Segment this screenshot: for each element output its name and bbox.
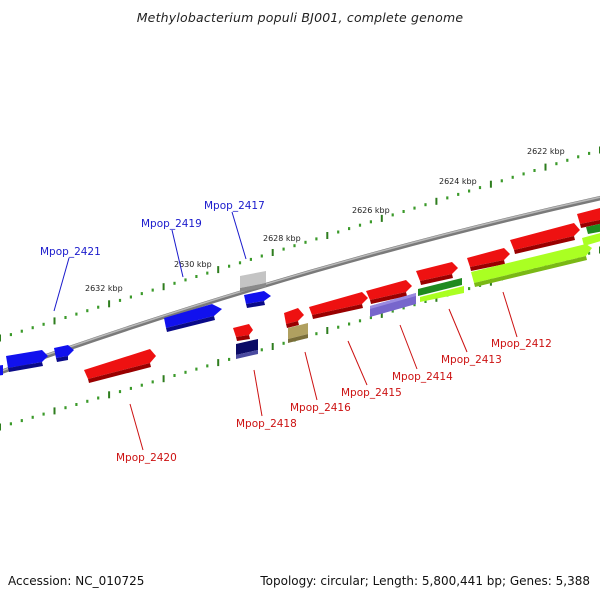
leader-line	[53, 257, 70, 312]
kbp-label: 2626 kbp	[352, 206, 390, 215]
kbp-label: 2624 kbp	[439, 177, 477, 186]
genome-backbone	[0, 195, 600, 375]
gene-feature-mpop-2414-red[interactable]	[366, 280, 412, 304]
kbp-label: 2630 kbp	[174, 260, 212, 269]
leader-line	[399, 324, 418, 370]
upper-tick-row	[0, 146, 600, 342]
leader-line	[171, 229, 184, 278]
gene-feature-mpop-2420[interactable]	[84, 349, 156, 383]
topology-summary: Topology: circular; Length: 5,800,441 bp…	[260, 574, 590, 588]
gene-feature-green-right-edge[interactable]	[586, 223, 600, 234]
gene-feature-mpop-2417[interactable]	[244, 291, 271, 308]
leader-line	[231, 211, 247, 260]
gene-label-upper[interactable]: Mpop_2421	[40, 246, 101, 258]
gene-feature-mpop-2413[interactable]	[420, 286, 464, 302]
gene-label-lower[interactable]: Mpop_2414	[392, 371, 453, 383]
gene-label-lower[interactable]: Mpop_2420	[116, 452, 177, 464]
gene-feature-mpop-2416[interactable]	[288, 323, 308, 343]
gene-label-upper[interactable]: Mpop_2417	[204, 200, 265, 212]
kbp-label: 2632 kbp	[85, 284, 123, 293]
leader-line	[448, 308, 468, 353]
gene-feature-lime-right-edge[interactable]	[582, 232, 600, 246]
map-title: Methylobacterium populi BJ001, complete …	[136, 10, 464, 25]
gene-label-upper[interactable]: Mpop_2419	[141, 218, 202, 230]
gene-label-lower[interactable]: Mpop_2412	[491, 338, 552, 350]
gene-feature-mpop-2418-red[interactable]	[233, 324, 253, 341]
gene-feature-red-2412a[interactable]	[467, 248, 510, 271]
gene-feature-mpop-2418[interactable]	[236, 339, 258, 359]
gene-feature-mpop-2413-red[interactable]	[416, 262, 458, 285]
kbp-label: 2628 kbp	[263, 234, 301, 243]
gene-feature-small-blue[interactable]	[54, 345, 74, 362]
gene-feature-mpop-2413-green[interactable]	[418, 278, 462, 296]
leader-line	[347, 340, 368, 386]
gene-feature-red-2412b[interactable]	[510, 223, 580, 254]
kbp-label: 2622 kbp	[527, 147, 565, 156]
gene-feature-mpop-2414[interactable]	[370, 293, 416, 317]
gene-feature-grey[interactable]	[240, 271, 266, 292]
leader-line	[129, 403, 144, 451]
accession-text: Accession: NC_010725	[8, 574, 145, 588]
gene-label-lower[interactable]: Mpop_2418	[236, 418, 297, 430]
leader-line	[502, 291, 518, 338]
gene-label-lower[interactable]: Mpop_2416	[290, 402, 351, 414]
gene-feature-mpop-2415[interactable]	[309, 292, 368, 319]
genome-backbone-highlight	[0, 196, 600, 373]
gene-feature-left-edge[interactable]	[0, 365, 3, 376]
gene-feature-mpop-2412[interactable]	[471, 244, 592, 287]
gene-feature-red-right-edge[interactable]	[577, 207, 600, 228]
leader-line	[253, 369, 263, 417]
gene-feature-mpop-2419[interactable]	[164, 304, 222, 332]
gene-label-lower[interactable]: Mpop_2415	[341, 387, 402, 399]
gene-feature-mpop-2421[interactable]	[6, 350, 48, 372]
leader-line	[304, 351, 318, 401]
gene-label-lower[interactable]: Mpop_2413	[441, 354, 502, 366]
gene-feature-mpop-2416-red[interactable]	[284, 308, 304, 328]
